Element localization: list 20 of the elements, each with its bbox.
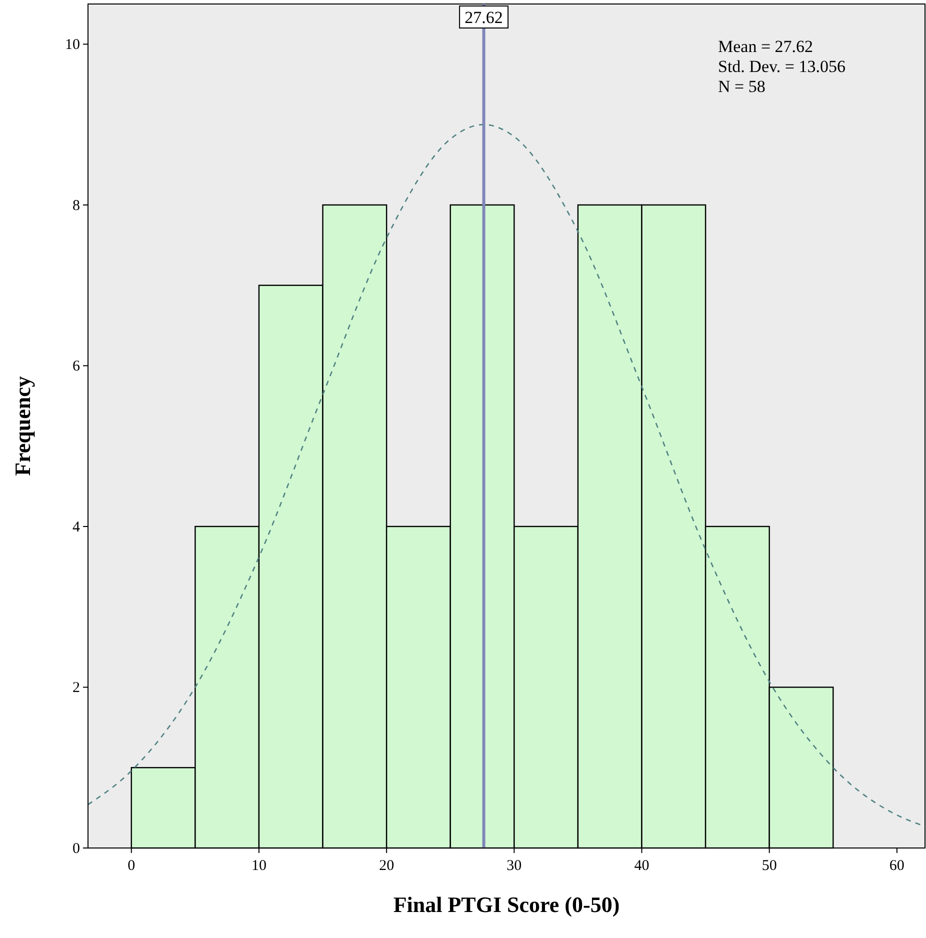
annotation: Std. Dev. = 13.056 <box>718 57 846 76</box>
y-tick-label: 8 <box>72 198 80 214</box>
annotation: N = 58 <box>718 77 766 96</box>
y-tick-label: 4 <box>72 519 80 536</box>
x-tick-label: 10 <box>251 858 266 874</box>
ref-line-label: 27.62 <box>464 8 503 27</box>
annotation: Mean = 27.62 <box>718 37 814 56</box>
x-tick-label: 60 <box>889 858 904 874</box>
line-series <box>87 124 926 827</box>
x-tick-label: 50 <box>762 858 777 874</box>
x-tick-label: 20 <box>379 858 394 874</box>
y-tick-label: 10 <box>65 37 80 54</box>
y-tick-label: 6 <box>72 358 80 375</box>
y-tick-label: 2 <box>72 680 80 696</box>
y-axis-title: Frequency <box>10 376 35 476</box>
x-tick-label: 40 <box>634 858 650 874</box>
y-tick-label: 0 <box>72 841 80 857</box>
x-tick-label: 0 <box>128 858 136 874</box>
x-tick-label: 30 <box>506 858 522 874</box>
x-axis-title: Final PTGI Score (0-50) <box>393 892 620 917</box>
